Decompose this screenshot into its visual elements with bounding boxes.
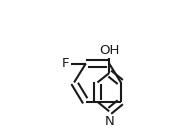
Text: OH: OH [99, 44, 119, 57]
Text: F: F [62, 57, 70, 70]
Text: N: N [104, 115, 114, 128]
